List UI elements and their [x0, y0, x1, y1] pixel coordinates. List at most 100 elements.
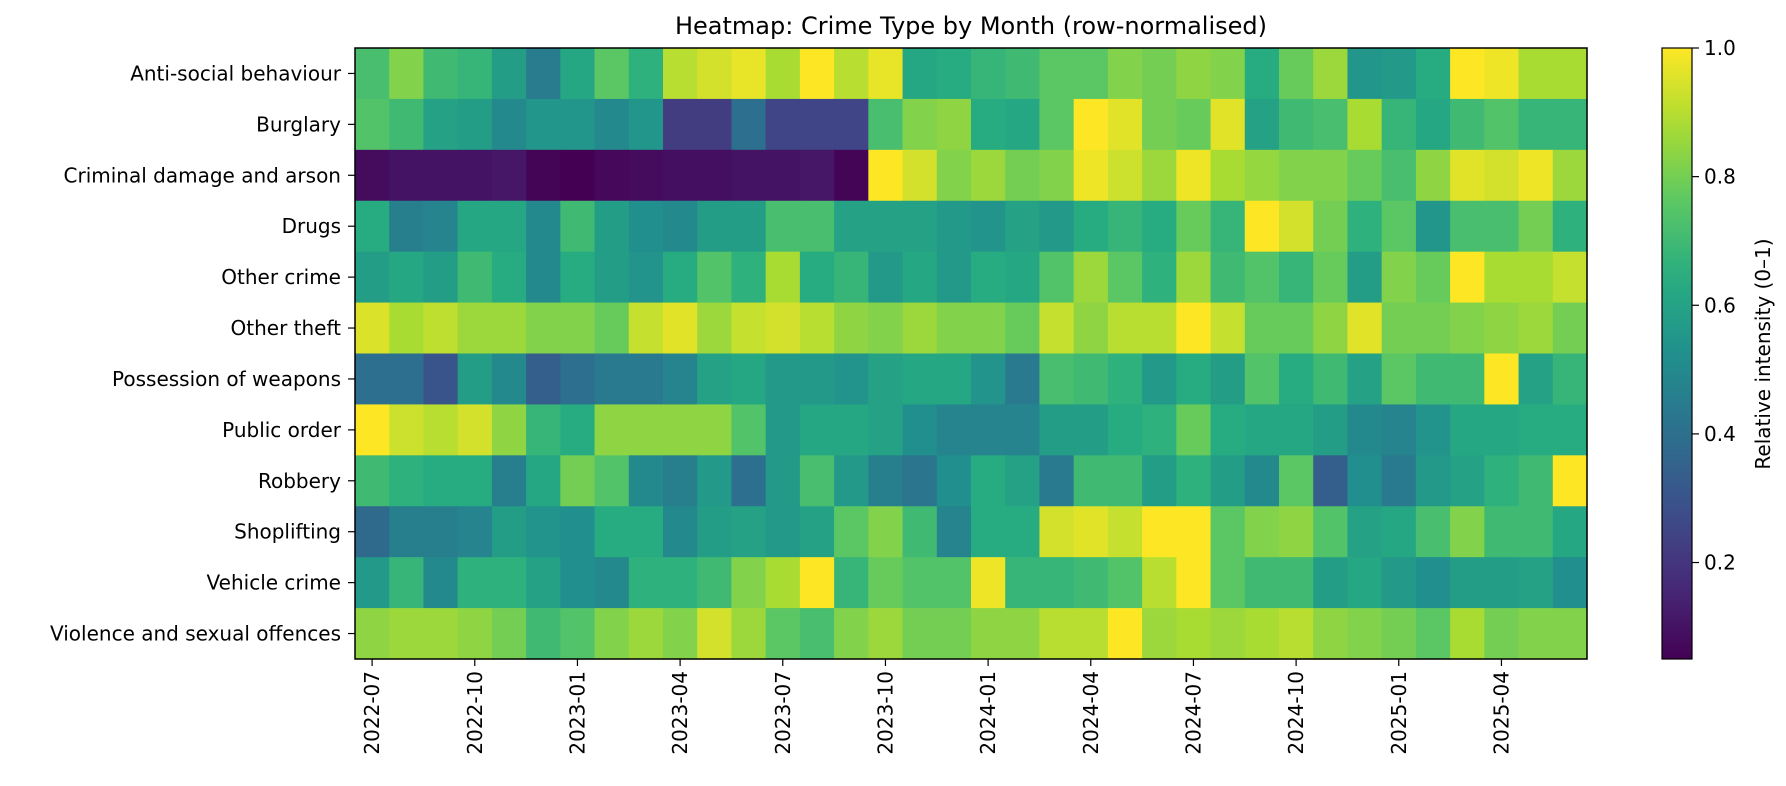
heatmap-cell	[1552, 149, 1588, 202]
x-tick-label: 2024-04	[1079, 671, 1103, 755]
heatmap-cell	[1484, 98, 1520, 151]
heatmap-cell	[1073, 200, 1109, 253]
chart-title: Heatmap: Crime Type by Month (row-normal…	[675, 12, 1267, 40]
heatmap-cell	[526, 149, 561, 202]
heatmap-cell	[1415, 506, 1451, 558]
heatmap-cell	[1244, 98, 1280, 151]
heatmap-cell	[1107, 506, 1143, 558]
heatmap-cell	[1039, 404, 1075, 456]
heatmap-cell	[355, 302, 390, 355]
heatmap-cell	[1244, 557, 1280, 609]
heatmap-cell	[731, 557, 767, 609]
heatmap-cell	[799, 251, 835, 304]
heatmap-cell	[526, 506, 561, 558]
heatmap-cell	[628, 200, 664, 253]
heatmap-cell	[1450, 251, 1485, 304]
heatmap-cell	[731, 353, 767, 406]
heatmap-cell	[936, 404, 972, 456]
heatmap-cell	[560, 353, 596, 406]
heatmap-cell	[731, 149, 767, 202]
y-tick-label: Public order	[222, 418, 342, 442]
heatmap-cell	[1210, 353, 1246, 406]
heatmap-cell	[868, 302, 904, 355]
heatmap-cell	[1381, 455, 1417, 507]
heatmap-cell	[663, 353, 698, 406]
y-tick-label: Other crime	[221, 265, 341, 289]
heatmap-cell	[1347, 455, 1383, 507]
heatmap-cell	[1347, 251, 1383, 304]
x-axis: 2022-07 2022-10 2023-01 2023-04 2023-07 2023-…	[360, 659, 1513, 755]
heatmap-cell	[868, 608, 904, 660]
heatmap-cell	[1039, 251, 1075, 304]
heatmap-cell	[594, 353, 630, 406]
heatmap-cell	[1005, 608, 1041, 660]
heatmap-cell	[355, 48, 390, 100]
heatmap-cell	[1244, 48, 1280, 100]
heatmap-cell	[1450, 149, 1485, 202]
heatmap-cell	[663, 608, 698, 660]
heatmap-cell	[834, 353, 869, 406]
heatmap-cell	[971, 404, 1006, 456]
heatmap-cell	[423, 149, 459, 202]
heatmap-cell	[1107, 353, 1143, 406]
heatmap-cell	[971, 48, 1006, 100]
heatmap-cell	[491, 149, 527, 202]
heatmap-cell	[799, 353, 835, 406]
heatmap-cell	[1244, 149, 1280, 202]
heatmap-cell	[971, 353, 1006, 406]
heatmap-cell	[1073, 48, 1109, 100]
x-tick-label: 2025-04	[1489, 671, 1513, 755]
heatmap-cell	[902, 455, 938, 507]
heatmap-cell	[491, 48, 527, 100]
heatmap-cell	[457, 455, 493, 507]
heatmap-cell	[594, 302, 630, 355]
heatmap-cell	[1552, 98, 1588, 151]
heatmap-cell	[1142, 48, 1177, 100]
heatmap-cell	[491, 353, 527, 406]
heatmap-cell	[1176, 506, 1212, 558]
heatmap-cell	[1005, 200, 1041, 253]
heatmap-cell	[389, 302, 425, 355]
heatmap-cell	[1484, 353, 1520, 406]
heatmap-cell	[834, 557, 869, 609]
heatmap-cell	[1415, 557, 1451, 609]
heatmap-cell	[1107, 251, 1143, 304]
heatmap-cell	[1347, 506, 1383, 558]
heatmap-cell	[1552, 200, 1588, 253]
heatmap-cell	[1073, 353, 1109, 406]
heatmap-cell	[868, 353, 904, 406]
heatmap-cell	[834, 608, 869, 660]
heatmap-cell	[663, 251, 698, 304]
heatmap-cell	[1039, 98, 1075, 151]
heatmap-cell	[1552, 455, 1588, 507]
heatmap-cell	[663, 149, 698, 202]
heatmap-cell	[628, 48, 664, 100]
heatmap-cell	[834, 302, 869, 355]
heatmap-cell	[1244, 608, 1280, 660]
heatmap-cell	[1450, 557, 1485, 609]
heatmap-cell	[1313, 200, 1349, 253]
heatmap-cell	[423, 251, 459, 304]
heatmap-cell	[1518, 251, 1554, 304]
heatmap-cell	[389, 48, 425, 100]
heatmap-cell	[1415, 149, 1451, 202]
heatmap-cell	[1279, 455, 1314, 507]
heatmap-cell	[457, 48, 493, 100]
heatmap-cell	[1210, 48, 1246, 100]
heatmap-cell	[1484, 251, 1520, 304]
heatmap-cell	[389, 353, 425, 406]
heatmap-cell	[1005, 302, 1041, 355]
heatmap-cell	[1107, 404, 1143, 456]
heatmap-cell	[423, 200, 459, 253]
heatmap-cell	[1210, 98, 1246, 151]
heatmap-cell	[355, 506, 390, 558]
colorbar-label: Relative intensity (0–1)	[1751, 238, 1775, 469]
heatmap-cell	[902, 149, 938, 202]
heatmap-cell	[971, 302, 1006, 355]
heatmap-cell	[1552, 404, 1588, 456]
heatmap-cell	[868, 506, 904, 558]
heatmap-cell	[355, 557, 390, 609]
heatmap-cell	[1381, 506, 1417, 558]
heatmap-cells	[355, 48, 1588, 660]
y-tick-label: Drugs	[282, 214, 341, 238]
